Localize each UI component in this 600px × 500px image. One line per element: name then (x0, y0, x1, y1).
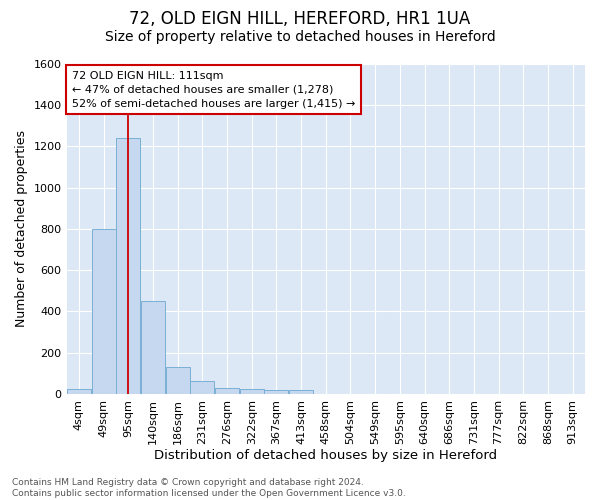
Bar (265, 390, 289, 394)
Text: 72 OLD EIGN HILL: 111sqm
← 47% of detached houses are smaller (1,278)
52% of sem: 72 OLD EIGN HILL: 111sqm ← 47% of detach… (72, 70, 355, 108)
Bar (215, 388, 239, 394)
Text: 72, OLD EIGN HILL, HEREFORD, HR1 1UA: 72, OLD EIGN HILL, HEREFORD, HR1 1UA (130, 10, 470, 28)
Bar (141, 301, 165, 394)
Bar (190, 380, 214, 394)
Y-axis label: Number of detached properties: Number of detached properties (15, 130, 28, 328)
Text: Size of property relative to detached houses in Hereford: Size of property relative to detached ho… (104, 30, 496, 44)
X-axis label: Distribution of detached houses by size in Hereford: Distribution of detached houses by size … (154, 450, 497, 462)
Text: Contains HM Land Registry data © Crown copyright and database right 2024.
Contai: Contains HM Land Registry data © Crown c… (12, 478, 406, 498)
Bar (116, 138, 140, 394)
Bar (240, 390, 263, 394)
Bar (289, 390, 313, 394)
Bar (166, 367, 190, 394)
Bar (67, 389, 91, 394)
Bar (92, 229, 116, 394)
